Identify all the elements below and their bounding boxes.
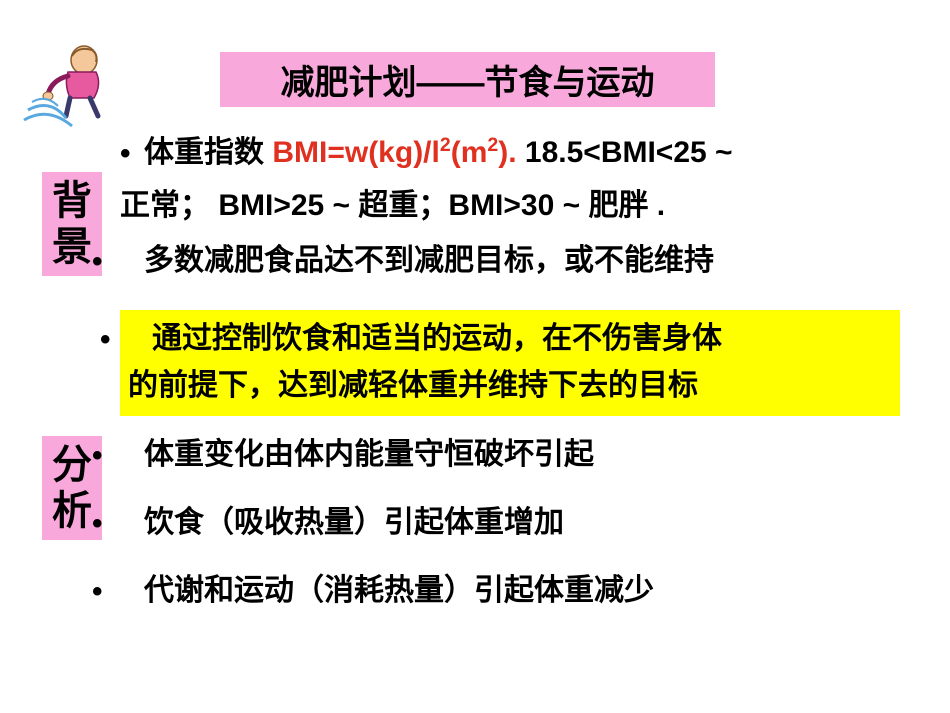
cartoon-figure-icon xyxy=(20,40,120,140)
bullet-highlight-goal: •通过控制饮食和适当的运动，在不伤害身体 的前提下，达到减轻体重并维持下去的目标 xyxy=(120,310,900,416)
bmi-line2: 正常； BMI>25 ~ 超重；BMI>30 ~ 肥胖 . xyxy=(120,183,920,230)
b5-text: 饮食（吸收热量）引起体重增加 xyxy=(144,506,564,539)
bullet-intake: •饮食（吸收热量）引起体重增加 xyxy=(120,500,920,547)
b3-line1: 通过控制饮食和适当的运动，在不伤害身体 xyxy=(152,322,722,355)
bullet-dot-icon: • xyxy=(128,317,152,364)
bullet-dot-icon: • xyxy=(120,501,144,548)
b4-text: 体重变化由体内能量守恒破坏引起 xyxy=(144,438,594,471)
bullet-dot-icon: • xyxy=(120,131,144,178)
label-analysis-text: 分析 xyxy=(52,443,92,533)
bullet-dot-icon: • xyxy=(120,433,144,480)
bullet-dot-icon: • xyxy=(120,569,144,616)
bmi-range-1: 18.5<BMI<25 ~ xyxy=(517,136,733,169)
label-background-text: 背景 xyxy=(52,179,92,269)
b6-text: 代谢和运动（消耗热量）引起体重减少 xyxy=(144,574,654,607)
bullet-dot-icon: • xyxy=(120,239,144,286)
title-text: 减肥计划——节食与运动 xyxy=(281,55,655,104)
bullet-expenditure: •代谢和运动（消耗热量）引起体重减少 xyxy=(120,568,920,615)
b2-text: 多数减肥食品达不到减肥目标，或不能维持 xyxy=(144,244,714,277)
slide-title: 减肥计划——节食与运动 xyxy=(220,52,715,107)
bullet-energy-balance: •体重变化由体内能量守恒破坏引起 xyxy=(120,432,920,479)
bullet-diet-products: •多数减肥食品达不到减肥目标，或不能维持 xyxy=(120,238,920,285)
bmi-prefix: 体重指数 xyxy=(144,136,272,169)
b3-line2: 的前提下，达到减轻体重并维持下去的目标 xyxy=(128,363,892,410)
bullet-bmi: •体重指数 BMI=w(kg)/l2(m2). 18.5<BMI<25 ~ 正常… xyxy=(120,130,920,230)
bmi-formula: BMI=w(kg)/l2(m2). xyxy=(272,136,516,169)
